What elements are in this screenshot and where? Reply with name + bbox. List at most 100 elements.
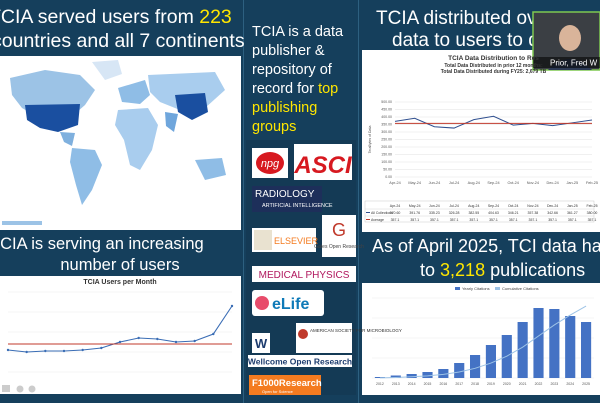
legend-swatch: [455, 287, 460, 290]
logo-box: [252, 333, 270, 353]
x-tick-label: 2024: [566, 382, 574, 386]
table-cell: 346.21: [508, 211, 519, 215]
x-tick-label: Jan-25: [566, 181, 578, 185]
x-tick-label: 2014: [408, 382, 416, 386]
legend-label: Yearly Citations: [462, 286, 490, 291]
line: repository of: [252, 62, 333, 78]
x-tick-label: 2018: [471, 382, 479, 386]
logo-box: [252, 186, 322, 212]
logo-shape: [256, 152, 284, 174]
point: [44, 349, 47, 353]
icon[interactable]: [2, 385, 10, 392]
table-cell: 357.1: [548, 218, 557, 222]
users-chart-panel: [0, 276, 241, 394]
point: [100, 346, 103, 350]
table-cell: 357.38: [528, 211, 539, 215]
line: publisher &: [252, 43, 325, 59]
logo-shape: [298, 329, 308, 339]
x-tick-label: 2012: [376, 382, 384, 386]
line: TCIA is a data: [252, 24, 344, 40]
logo-shape: [254, 230, 272, 250]
heading: data to users to da: [392, 30, 550, 51]
toolbar[interactable]: [2, 385, 36, 393]
x-tick-label: 2013: [392, 382, 400, 386]
y-tick-label: 200.00: [381, 145, 392, 149]
x-tick-label: Sep-24: [487, 181, 499, 185]
point: [174, 340, 178, 344]
table-header: Apr-24: [390, 204, 401, 208]
table-cell: 370.60: [390, 211, 401, 215]
bar: [565, 316, 576, 378]
chart-subtitle: Total Data Distributed during FY25: 2,67…: [441, 69, 547, 75]
y-tick-label: 450.00: [381, 108, 392, 112]
logo-box: [322, 215, 356, 257]
logo-text: Open for Science: [262, 389, 294, 394]
heading-text: to: [420, 260, 435, 280]
logo-text: npg: [261, 158, 280, 170]
table-cell: 380.00: [587, 211, 598, 215]
highlight: publishing: [252, 100, 317, 116]
table-cell: 391.76: [409, 211, 420, 215]
citations-chart-panel: [362, 283, 600, 395]
bar: [549, 309, 560, 378]
table-row-label: Average: [371, 218, 384, 222]
table-cell: 342.66: [547, 211, 558, 215]
table-cell: 382.55: [468, 211, 479, 215]
table-cell: 357.1: [489, 218, 498, 222]
point: [156, 337, 159, 341]
point: [62, 349, 66, 353]
logo-text: ARTIFICIAL INTELLIGENCE: [262, 203, 333, 209]
table-header: Nov-24: [527, 204, 538, 208]
bar: [469, 355, 481, 378]
logo-text: ELSEVIER: [274, 236, 319, 246]
line: record for top: [252, 81, 338, 97]
heading: to 3,218 publications: [420, 260, 585, 280]
x-tick-label: Jul-24: [449, 181, 459, 185]
y-tick-label: 150.00: [381, 153, 392, 157]
region: [92, 60, 122, 80]
name-bar: [533, 57, 600, 68]
y-tick-label: 300.00: [381, 130, 392, 134]
table-cell: 357.1: [430, 218, 439, 222]
table-cell: 357.1: [509, 218, 518, 222]
point: [25, 350, 28, 354]
point: [137, 336, 140, 340]
video-tile: Prior, Fred W: [532, 11, 600, 71]
x-tick-label: Oct-24: [507, 181, 518, 185]
x-tick-label: Nov-24: [527, 181, 539, 185]
y-tick-label: 250.00: [381, 138, 392, 142]
table-cell: 357.1: [529, 218, 538, 222]
point: [212, 332, 215, 336]
table-header: Aug-24: [468, 204, 479, 208]
icon[interactable]: [28, 385, 36, 393]
icon[interactable]: [16, 385, 24, 393]
heading: TCIA distributed over: [376, 8, 554, 29]
table-header: Jan-25: [567, 204, 578, 208]
x-tick-label: 2016: [439, 382, 447, 386]
x-tick-label: 2025: [582, 382, 590, 386]
legend-swatch: [495, 287, 500, 290]
table-cell: 357.1: [391, 218, 400, 222]
participant-name: Prior, Fred W: [550, 59, 598, 68]
heading: TCIA is serving an increasing: [0, 235, 204, 253]
point: [81, 348, 84, 352]
x-tick-label: Aug-24: [468, 181, 480, 185]
person-head: [559, 25, 581, 51]
table-cell: 361.27: [567, 211, 578, 215]
highlight: groups: [252, 119, 296, 135]
logo-box: [248, 355, 352, 367]
x-tick-label: Jun-24: [429, 181, 441, 185]
y-tick-label: 350.00: [381, 123, 392, 127]
line-text: record for: [252, 81, 314, 97]
y-tick-label: 50.00: [383, 168, 392, 172]
region-usa: [25, 104, 80, 132]
x-tick-label: Dec-24: [546, 181, 558, 185]
x-tick-label: 2023: [550, 382, 558, 386]
table-header: Jun-24: [429, 204, 440, 208]
bar: [390, 375, 401, 378]
point: [230, 304, 234, 308]
region-china: [175, 93, 208, 120]
bar: [517, 322, 528, 378]
heading: TCIA served users from 223: [0, 6, 232, 28]
